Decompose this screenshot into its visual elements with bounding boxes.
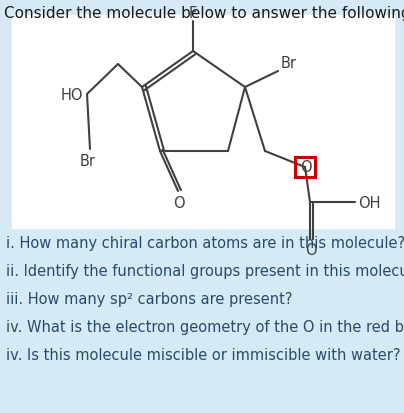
Bar [12, 16, 394, 228]
Text: O: O [305, 242, 317, 257]
Text: Consider the molecule below to answer the following questio: Consider the molecule below to answer th… [4, 6, 404, 21]
Text: iv. What is the electron geometry of the O in the red box?: iv. What is the electron geometry of the… [6, 319, 404, 334]
Text: O: O [300, 159, 312, 174]
Text: OH: OH [358, 195, 381, 210]
Text: iii. How many sp² carbons are present?: iii. How many sp² carbons are present? [6, 291, 292, 306]
Text: HO: HO [61, 87, 83, 102]
Bar [295, 158, 315, 178]
Text: F: F [189, 6, 197, 21]
Text: ii. Identify the functional groups present in this molecule.: ii. Identify the functional groups prese… [6, 263, 404, 278]
Text: O: O [173, 195, 185, 211]
Text: Br: Br [281, 56, 297, 71]
Text: Br: Br [80, 154, 96, 169]
Text: iv. Is this molecule miscible or immiscible with water?: iv. Is this molecule miscible or immisci… [6, 347, 400, 362]
Text: i. How many chiral carbon atoms are in this molecule?: i. How many chiral carbon atoms are in t… [6, 235, 404, 250]
